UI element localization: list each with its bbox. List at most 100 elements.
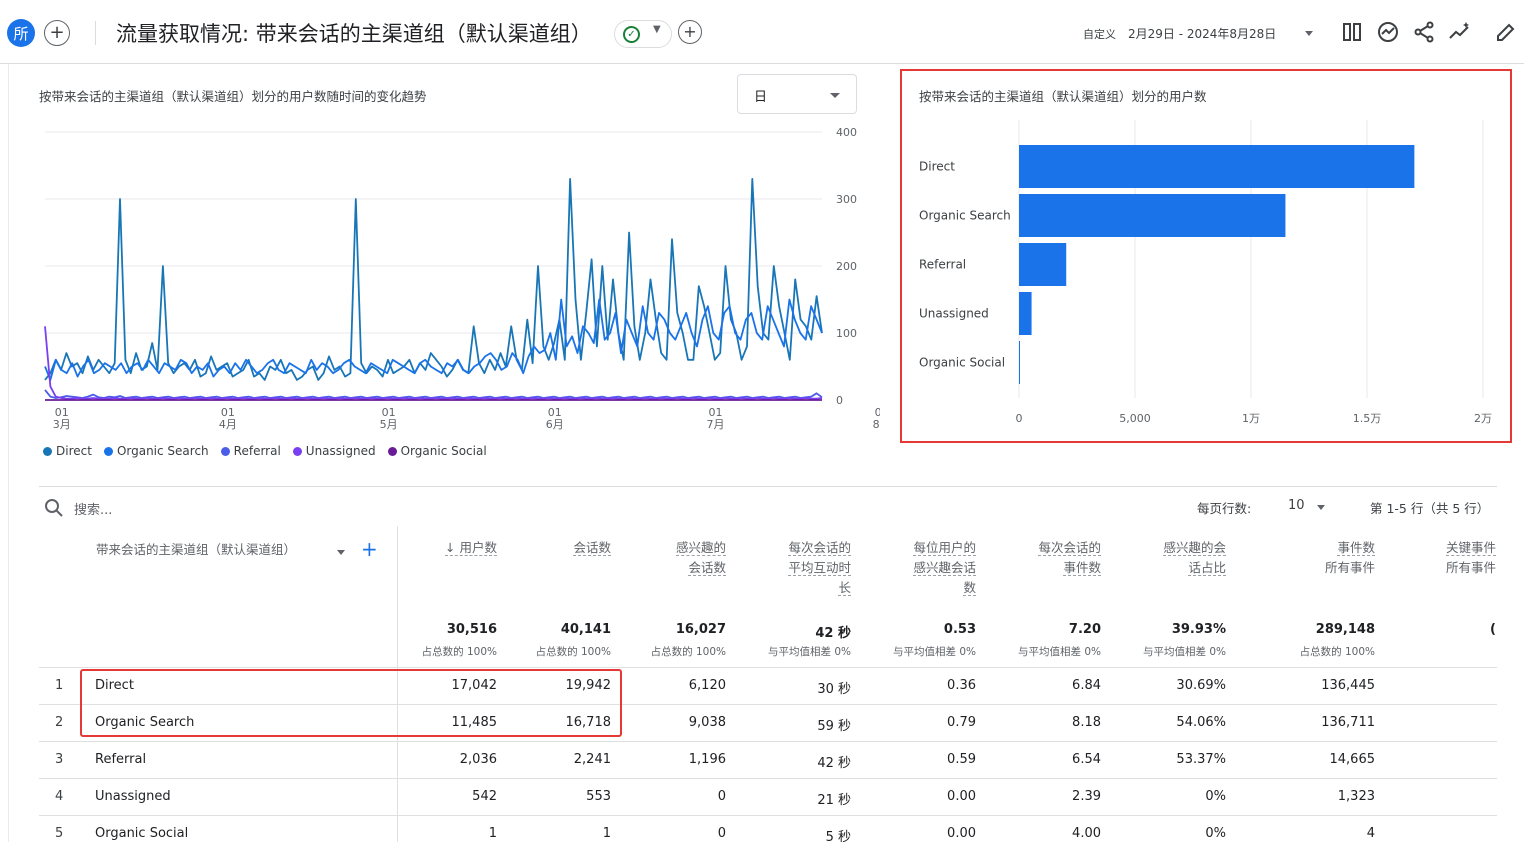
bar-direct[interactable]: [1019, 145, 1415, 188]
dimension-header[interactable]: 带来会话的主渠道组（默认渠道组）: [96, 542, 297, 557]
series-line-unassigned[interactable]: [44, 326, 823, 400]
rows-per-page-select[interactable]: 10: [1288, 498, 1305, 513]
bar-organic-search[interactable]: [1019, 194, 1286, 237]
row-metric-value: 30.69%: [1176, 678, 1226, 693]
bar-referral[interactable]: [1019, 243, 1067, 286]
y-tick-label: 100: [836, 327, 857, 340]
column-header[interactable]: 事件数所有事件: [1325, 538, 1375, 578]
column-header[interactable]: 关键事件 所有事件: [1445, 538, 1496, 578]
row-metric-value: 6.54: [1072, 752, 1101, 767]
row-index: 3: [55, 752, 64, 767]
column-header[interactable]: 感兴趣的会 话占比: [1163, 538, 1226, 578]
row-metric-value: 136,445: [1321, 678, 1375, 693]
table-row[interactable]: 1 Direct 17,042 19,942 6,120 30 秒 0.36 6.84 30.6…: [39, 667, 1497, 704]
row-metric-value: 1: [488, 826, 497, 841]
column-header[interactable]: 感兴趣的 会话数: [675, 538, 726, 578]
table-row[interactable]: 3 Referral 2,036 2,241 1,196 42 秒 0.59 6.54 53.3…: [39, 741, 1497, 778]
granularity-select[interactable]: 日: [737, 74, 857, 114]
line-chart[interactable]: 4003002001000013月014月015月016月017月018月: [0, 110, 880, 470]
row-metric-value: 11,485: [451, 715, 498, 730]
legend-item[interactable]: Referral: [220, 444, 281, 458]
rows-caret-icon[interactable]: [1317, 505, 1325, 510]
add-button[interactable]: +: [678, 20, 702, 44]
x-tick-day: 01: [55, 406, 69, 419]
table-row[interactable]: 2 Organic Search 11,485 16,718 9,038 59 秒 0.79…: [39, 704, 1497, 741]
row-metric-value: 5 秒: [825, 830, 851, 842]
bar-organic-social[interactable]: [1019, 341, 1020, 384]
row-channel-name[interactable]: Organic Social: [95, 826, 189, 841]
x-tick-label: 0: [1016, 412, 1023, 425]
row-channel-name[interactable]: Referral: [95, 752, 147, 767]
column-header[interactable]: 每次会话的 事件数: [1038, 538, 1101, 578]
column-total: 39.93%: [1171, 622, 1226, 637]
legend-dot-icon: [220, 446, 230, 456]
x-tick-label: 5,000: [1119, 412, 1151, 425]
edit-pencil-icon[interactable]: [1494, 20, 1518, 44]
search-input[interactable]: 搜索...: [74, 503, 113, 518]
column-total-subtext: 占总数的 100%: [1299, 646, 1375, 658]
series-line-referral[interactable]: [44, 389, 823, 399]
column-header[interactable]: 每次会话的 平均互动时长: [788, 538, 851, 598]
row-channel-name[interactable]: Unassigned: [95, 789, 171, 804]
table-row[interactable]: 5 Organic Social 1 1 0 5 秒 0.00 4.00 0% 4: [39, 815, 1497, 842]
x-tick-month: 4月: [219, 418, 237, 431]
row-metric-value: 16,718: [565, 715, 612, 730]
left-edge-divider: [8, 64, 9, 842]
search-icon: [45, 499, 63, 517]
column-header-text: 每位用户的: [913, 540, 976, 556]
check-circle-icon: ✓: [623, 26, 640, 43]
legend-item[interactable]: Direct: [43, 444, 92, 458]
column-total: 30,516: [446, 622, 497, 637]
row-metric-value: 2,036: [459, 752, 497, 767]
bar-chart[interactable]: 0 5,000 1万 1.5万 2万 Direct Organic Search Referr…: [910, 110, 1508, 440]
granularity-value: 日: [754, 90, 768, 105]
column-total-subtext: 占总数的 100%: [421, 646, 497, 658]
date-range-picker[interactable]: 2月29日 - 2024年8月28日: [1128, 27, 1277, 41]
column-header[interactable]: 每位用户的 感兴趣会话数: [913, 538, 976, 598]
row-metric-value: 6.84: [1072, 678, 1101, 693]
insights-icon[interactable]: [1376, 20, 1400, 44]
row-metric-value: 0.36: [947, 678, 976, 693]
top-bar: 所 + 流量获取情况: 带来会话的主渠道组（默认渠道组） ✓ ▼ + 自定义 2…: [0, 0, 1524, 64]
row-channel-name[interactable]: Direct: [95, 678, 134, 693]
legend-item[interactable]: Organic Social: [387, 444, 487, 458]
legend-item[interactable]: Organic Search: [103, 444, 209, 458]
x-tick-label: 2万: [1474, 412, 1492, 425]
x-tick-day: 01: [875, 406, 880, 419]
series-line-organic-search[interactable]: [44, 298, 823, 381]
series-line-direct[interactable]: [44, 178, 823, 381]
column-header-text: 所有事件: [1324, 560, 1375, 575]
legend-label: Direct: [56, 444, 92, 458]
column-total: 40,141: [560, 622, 611, 637]
row-channel-name[interactable]: Organic Search: [95, 715, 195, 730]
y-tick-label: 200: [836, 260, 857, 273]
row-metric-value: 553: [586, 789, 611, 804]
add-comparison-button[interactable]: +: [44, 20, 70, 46]
share-icon[interactable]: [1412, 20, 1436, 44]
x-tick-day: 01: [548, 406, 562, 419]
dimension-caret-icon[interactable]: [337, 550, 345, 555]
column-header-text: 事件数: [1337, 540, 1375, 556]
column-header-text: 每次会话的: [788, 540, 851, 556]
x-tick-month: 8月: [873, 418, 880, 431]
trend-sparkle-icon[interactable]: [1448, 20, 1472, 44]
report-status-dropdown[interactable]: ✓ ▼: [614, 20, 672, 48]
add-dimension-plus-icon[interactable]: +: [361, 537, 378, 561]
column-header[interactable]: ↓ 用户数: [445, 538, 497, 558]
date-caret-icon[interactable]: [1305, 31, 1313, 36]
row-metric-value: 19,942: [565, 678, 612, 693]
bar-unassigned[interactable]: [1019, 292, 1032, 335]
column-header-text: 所有事件: [1445, 560, 1496, 575]
legend-item[interactable]: Unassigned: [292, 444, 376, 458]
x-tick-label: 1.5万: [1353, 412, 1382, 425]
row-index: 5: [55, 826, 64, 841]
column-total: 289,148: [1315, 622, 1375, 637]
column-header[interactable]: 会话数: [573, 538, 611, 558]
avatar[interactable]: 所: [7, 19, 35, 47]
compare-icon[interactable]: [1340, 20, 1364, 44]
legend-dot-icon: [43, 446, 52, 456]
column-header-text: 感兴趣的会: [1163, 540, 1226, 556]
column-total-subtext: 与平均值相差 0%: [768, 646, 851, 658]
table-row[interactable]: 4 Unassigned 542 553 0 21 秒 0.00 2.39 0% 1,323: [39, 778, 1497, 815]
pagination-text: 第 1-5 行（共 5 行）: [1370, 501, 1490, 516]
